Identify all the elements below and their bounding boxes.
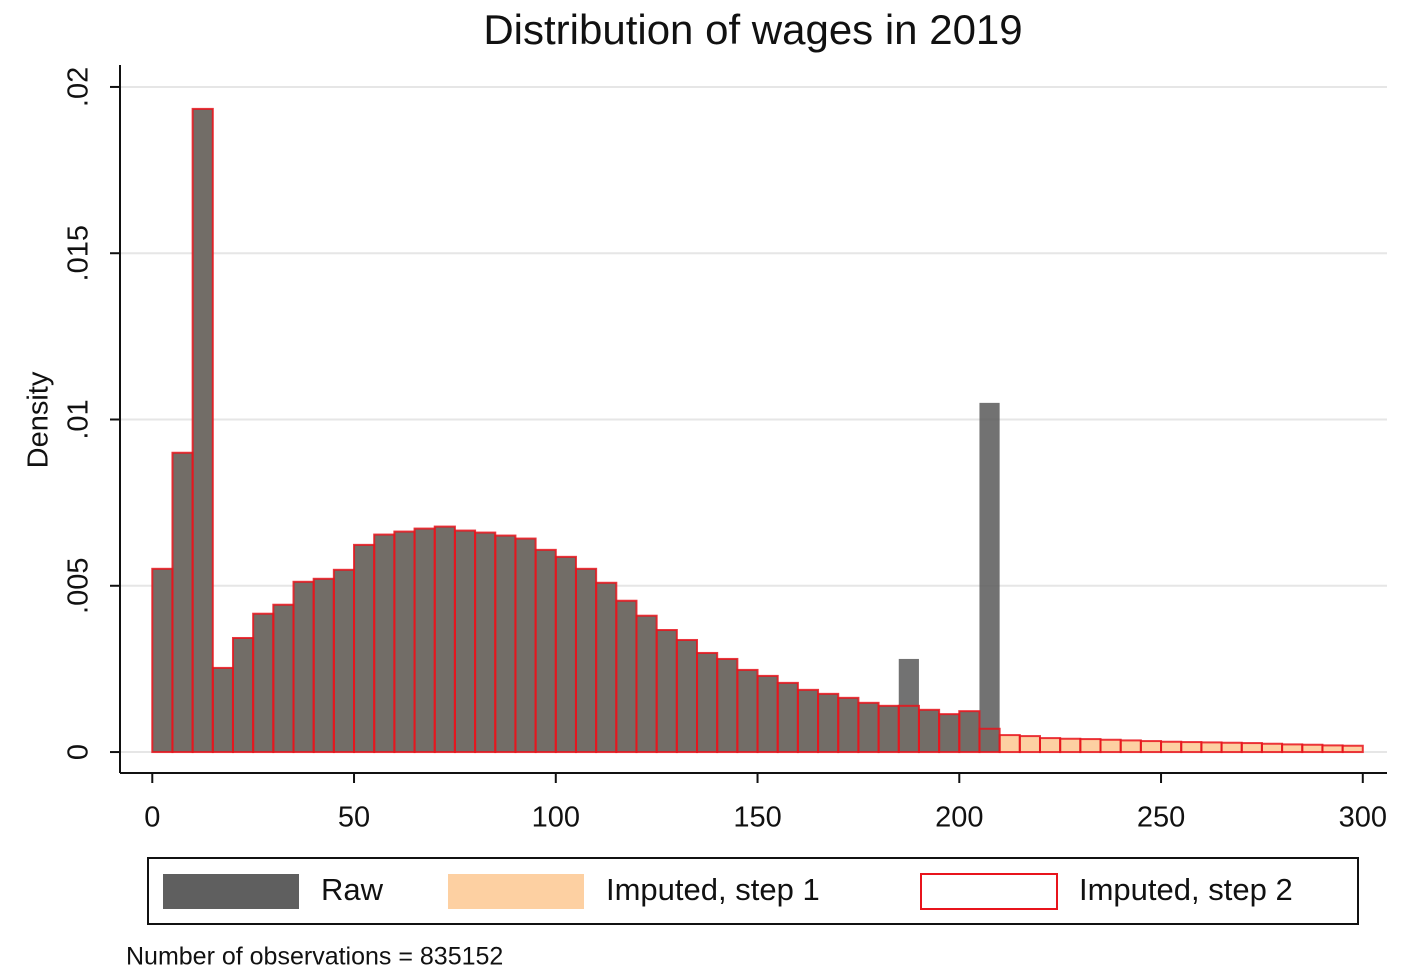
x-tick-label: 50: [338, 802, 370, 834]
bar: [152, 568, 173, 753]
bar: [979, 402, 1000, 753]
bar: [636, 615, 657, 753]
legend-swatch: [920, 873, 1058, 910]
note: Number of observations = 835152: [126, 943, 503, 971]
legend-label: Raw: [321, 872, 384, 907]
bar: [374, 534, 395, 753]
bar: [253, 613, 274, 753]
bar: [1201, 742, 1222, 753]
bar: [818, 693, 839, 753]
bar: [1120, 740, 1141, 753]
bar: [1302, 744, 1323, 753]
bar: [737, 669, 758, 753]
bar: [1322, 745, 1343, 753]
bar: [1039, 738, 1061, 753]
bar: [414, 528, 435, 753]
bar: [1100, 739, 1121, 753]
y-axis-label: Density: [23, 371, 55, 468]
bar: [394, 531, 415, 753]
bar: [1341, 744, 1364, 754]
bar: [858, 702, 879, 753]
bar: [1221, 742, 1242, 753]
chart-title: Distribution of wages in 2019: [483, 6, 1022, 53]
x-tick-label: 150: [733, 802, 781, 834]
bar: [333, 569, 355, 753]
bar: [191, 107, 214, 754]
bar: [293, 581, 314, 753]
bar: [515, 538, 536, 753]
bar: [697, 652, 718, 753]
bar: [1019, 736, 1040, 753]
bar: [1060, 738, 1081, 753]
y-tick-label: .01: [63, 399, 95, 439]
bar: [313, 578, 334, 753]
bar: [454, 530, 476, 753]
bar: [1181, 742, 1202, 753]
bar: [495, 535, 516, 753]
bar: [797, 689, 819, 753]
bar: [192, 108, 213, 753]
bar: [1241, 743, 1262, 753]
x-tick-label: 200: [935, 802, 983, 834]
bar: [475, 532, 496, 753]
bar: [777, 682, 798, 753]
legend-label: Imputed, step 1: [606, 872, 820, 907]
bar: [959, 711, 980, 753]
bar: [676, 639, 698, 753]
y-tick-label: .005: [63, 558, 95, 614]
bar: [1282, 744, 1303, 753]
bar: [999, 735, 1020, 753]
bar: [172, 452, 193, 753]
bar: [616, 600, 637, 753]
bar: [878, 705, 899, 753]
bar: [1080, 739, 1101, 753]
legend-label: Imputed, step 2: [1079, 872, 1293, 907]
x-tick-label: 250: [1137, 802, 1185, 834]
bar: [838, 697, 859, 753]
legend-swatch: [448, 874, 584, 909]
bar: [918, 709, 940, 753]
y-tick-label: 0: [63, 744, 95, 760]
bar: [232, 637, 254, 753]
bar: [757, 675, 778, 753]
bar: [1140, 741, 1162, 753]
bar: [575, 568, 597, 753]
x-tick-label: 0: [144, 802, 160, 834]
bar: [273, 604, 294, 753]
bar: [555, 556, 576, 753]
bar: [354, 544, 375, 753]
legend-box: [147, 857, 1359, 925]
bar: [939, 714, 960, 753]
y-tick-label: .02: [63, 67, 95, 107]
bar: [535, 549, 556, 753]
bar: [212, 667, 233, 753]
bar: [717, 658, 738, 753]
x-tick-label: 300: [1339, 802, 1387, 834]
bar: [1261, 743, 1283, 753]
x-tick-label: 100: [532, 802, 580, 834]
legend-swatch: [163, 874, 299, 909]
bar: [1342, 745, 1363, 753]
bar: [596, 582, 617, 753]
bar: [656, 630, 677, 753]
bar: [434, 526, 455, 753]
bar: [1161, 741, 1182, 753]
y-tick-label: .015: [63, 225, 95, 281]
